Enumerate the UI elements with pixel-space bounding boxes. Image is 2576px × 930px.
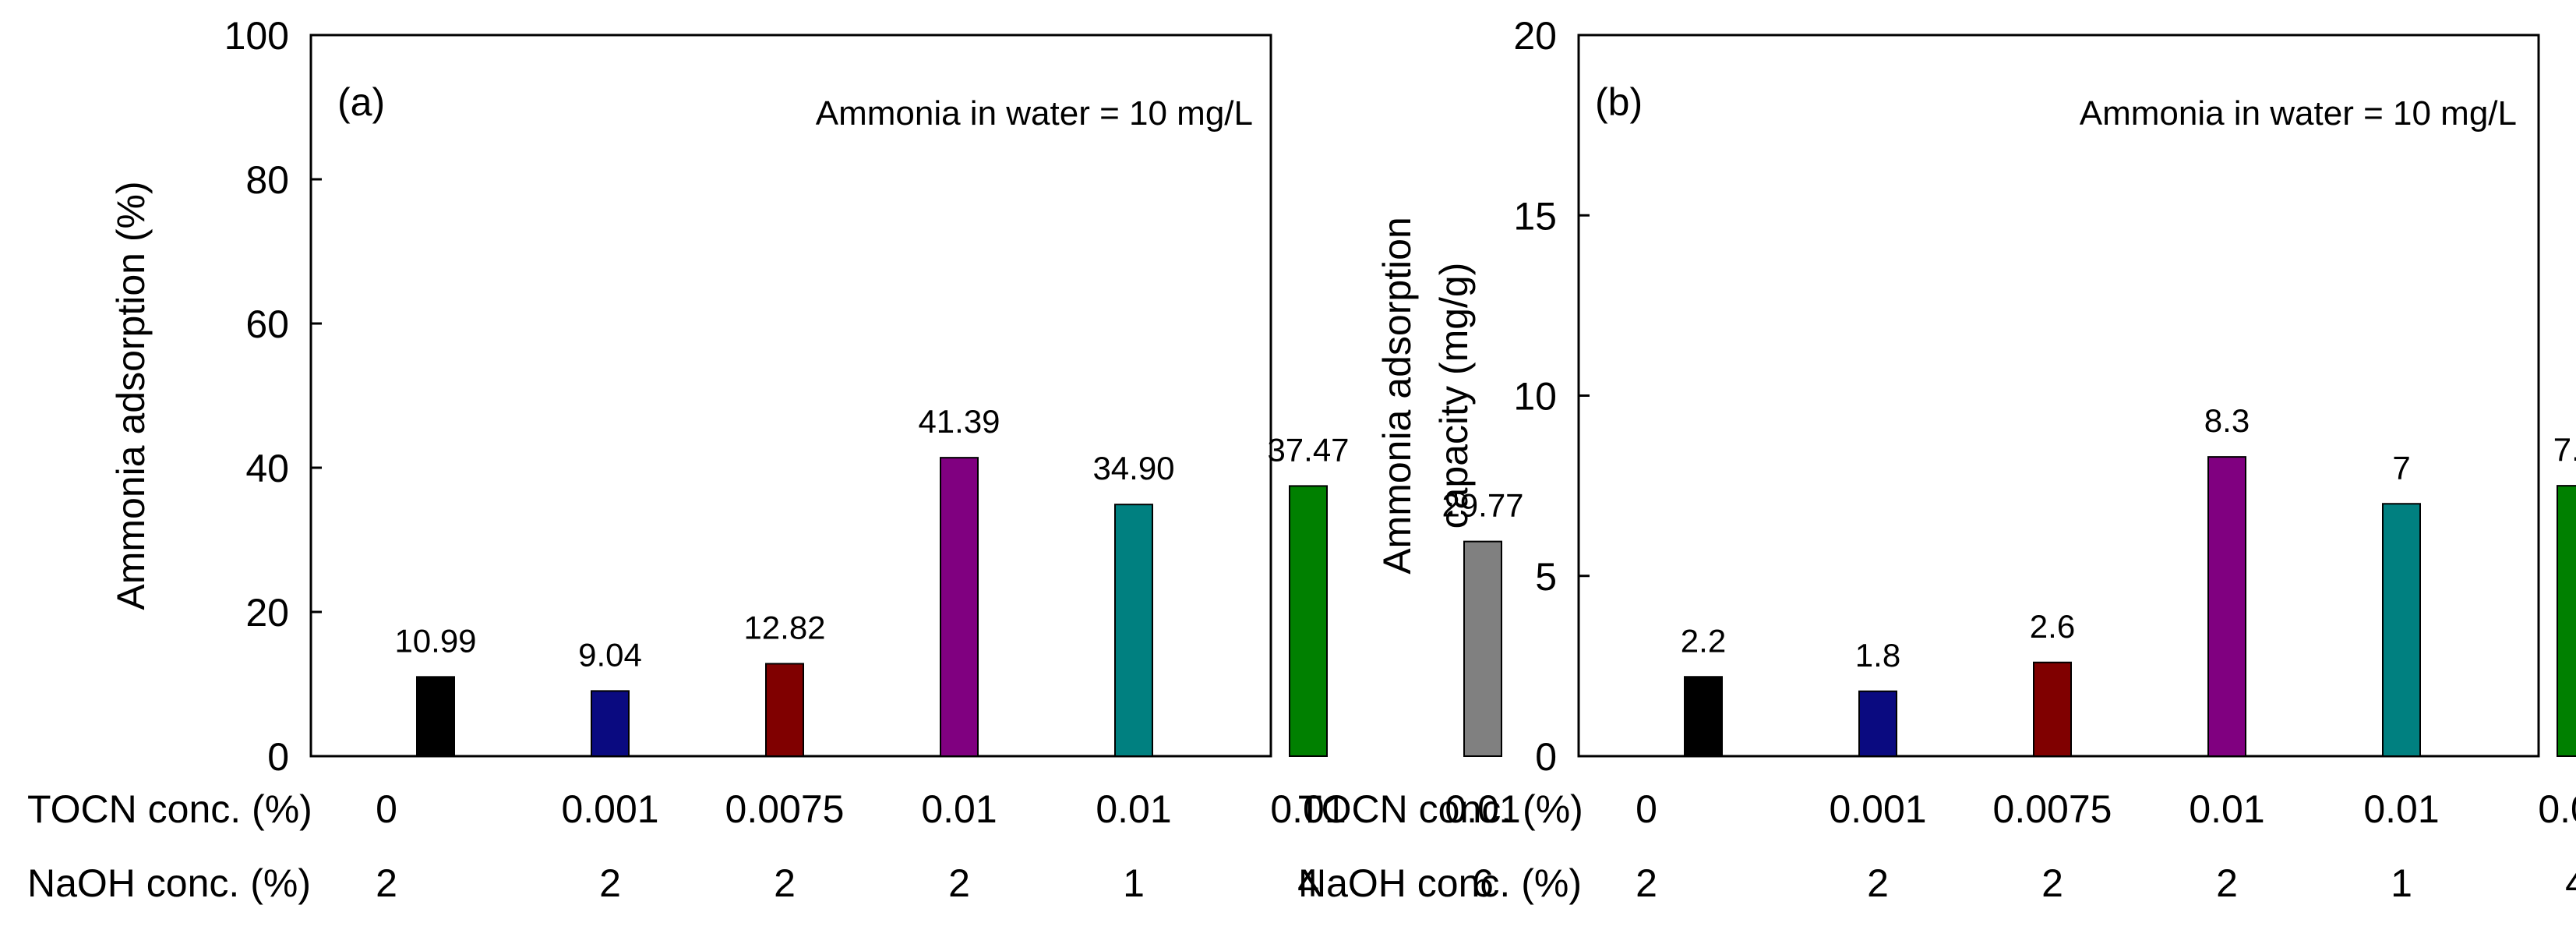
panel-a-naoh-value: 6 — [1472, 861, 1494, 905]
panel-b-naoh-value: 2 — [2216, 861, 2238, 905]
panel-b-tocn-value: 0 — [1636, 787, 1657, 831]
panel-b-tocn-value: 0.01 — [2538, 787, 2576, 831]
panel-b-bar-value-label: 7 — [2392, 449, 2410, 486]
panel-b-y-tick-label: 15 — [1513, 194, 1557, 238]
panel-b-y-tick-label: 20 — [1513, 14, 1557, 58]
panel-b-y-tick-label: 5 — [1535, 555, 1557, 599]
panel-b-bar-value-label: 1.8 — [1855, 637, 1900, 674]
panel-b-bar-2 — [1858, 690, 1897, 757]
panel-b-bar-value-label: 2.2 — [1681, 622, 1726, 659]
panel-b-tocn-row-label: TOCN conc. (%) — [1298, 787, 1583, 831]
panel-b-naoh-value: 2 — [1867, 861, 1889, 905]
panel-b-bar-value-label: 8.3 — [2204, 402, 2250, 439]
panel-a-bar-3 — [765, 663, 804, 757]
panel-b-naoh-row-label: NaOH conc. (%) — [1298, 861, 1582, 905]
panel-a-naoh-value: 2 — [599, 861, 621, 905]
panel-b-bar-5 — [2382, 503, 2421, 757]
panel-a-panel-label: (a) — [337, 80, 385, 124]
panel-a-naoh-value: 2 — [948, 861, 970, 905]
panel-a-naoh-row-label: NaOH conc. (%) — [27, 861, 311, 905]
panel-b-bar-value-label: 2.6 — [2030, 608, 2075, 645]
panel-a-tocn-value: 0.01 — [1270, 787, 1346, 831]
panel-a-y-tick-label: 40 — [245, 447, 289, 490]
panel-a-annotation: Ammonia in water = 10 mg/L — [816, 94, 1253, 133]
panel-b-y-tick-label: 0 — [1535, 735, 1557, 779]
panel-a-tocn-value: 0.01 — [1096, 787, 1171, 831]
panel-b-y-axis-label: capacity (mg/g) — [1432, 263, 1476, 529]
panel-b-y-axis-label: Ammonia adsorption — [1375, 217, 1419, 575]
panel-a-y-tick-label: 0 — [267, 735, 289, 779]
panel-b-tocn-value: 0.0075 — [1993, 787, 2112, 831]
panel-b-annotation: Ammonia in water = 10 mg/L — [2080, 94, 2517, 133]
panel-a-naoh-value: 4 — [1297, 861, 1319, 905]
panel-a-bar-7 — [1463, 540, 1502, 757]
panel-a-bar-4 — [940, 457, 979, 758]
panel-b-bar-6 — [2557, 485, 2576, 757]
panel-b-naoh-value: 2 — [1636, 861, 1657, 905]
panel-a-naoh-value: 2 — [376, 861, 397, 905]
panel-a-tocn-row-label: TOCN conc. (%) — [27, 787, 312, 831]
panel-b-panel-label: (b) — [1595, 80, 1643, 124]
panel-a-bar-value-label: 34.90 — [1092, 450, 1174, 486]
panel-b-naoh-value: 4 — [2565, 861, 2576, 905]
panel-b-tocn-value: 0.01 — [2189, 787, 2264, 831]
panel-b-naoh-value: 2 — [2041, 861, 2063, 905]
panel-a-bar-value-label: 29.77 — [1442, 487, 1523, 524]
panel-a-bar-5 — [1114, 504, 1153, 757]
panel-b-bar-value-label: 7.5 — [2553, 431, 2576, 468]
panel-a-bar-6 — [1289, 485, 1328, 758]
panel-a-tocn-value: 0 — [376, 787, 397, 831]
panel-b-naoh-value: 1 — [2391, 861, 2412, 905]
panel-b-bar-1 — [1684, 676, 1723, 757]
panel-a-bar-value-label: 37.47 — [1267, 431, 1349, 468]
panel-a-bar-value-label: 41.39 — [918, 403, 1000, 440]
panel-a-bar-2 — [591, 690, 630, 758]
panel-a-bar-value-label: 10.99 — [394, 622, 476, 659]
panel-b-bar-4 — [2207, 456, 2246, 757]
panel-a-bar-value-label: 9.04 — [578, 636, 642, 673]
panel-a-naoh-value: 2 — [774, 861, 796, 905]
panel-b-tocn-value: 0.001 — [1829, 787, 1926, 831]
panel-b-y-tick-label: 10 — [1513, 375, 1557, 419]
panel-a-bar-value-label: 12.82 — [743, 609, 825, 645]
panel-a-tocn-value: 0.0075 — [725, 787, 845, 831]
panel-a-naoh-value: 1 — [1123, 861, 1145, 905]
panel-b-bar-3 — [2033, 661, 2072, 757]
panel-a-tocn-value: 0.01 — [921, 787, 997, 831]
panel-a-bar-1 — [416, 676, 455, 758]
panel-a-y-axis-label: Ammonia adsorption (%) — [109, 181, 153, 610]
panel-a-y-tick-label: 100 — [224, 14, 289, 58]
panel-b-tocn-value: 0.01 — [2363, 787, 2439, 831]
panel-a-tocn-value: 0.01 — [1445, 787, 1520, 831]
panel-a-y-tick-label: 60 — [245, 302, 289, 346]
panel-a-tocn-value: 0.001 — [561, 787, 658, 831]
panel-a-y-tick-label: 80 — [245, 158, 289, 202]
panel-a-y-tick-label: 20 — [245, 591, 289, 635]
